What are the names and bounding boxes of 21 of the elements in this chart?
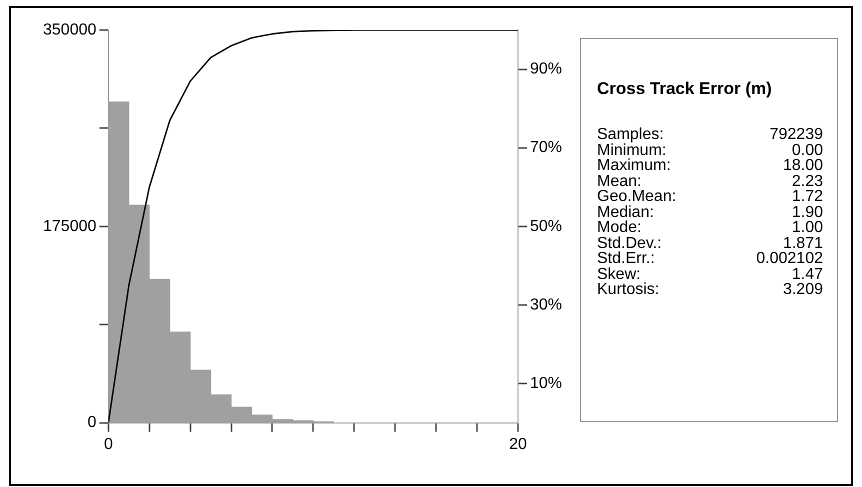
y2-tick-label: 70% [530,139,562,156]
y2-tick-label: 30% [530,296,562,314]
text: Geo.Mean: 1.72 [597,188,823,205]
y2-tick-label: 10% [530,374,562,392]
text: Maximum: 18.00 [597,157,823,174]
text: Cross Track Error (m) [597,79,773,99]
text: Mode: 1.00 [597,219,823,236]
y2-tick-label: 50% [530,218,562,235]
text: Mean: 2.23 [597,172,823,190]
text: Minimum: 0.00 [597,142,823,158]
x-tick-label: 20 [509,436,527,453]
text: Kurtosis: 3.209 [597,281,823,298]
y-tick-label: 175000 [43,218,96,235]
y2-tick-label: 90% [530,60,562,78]
text: Std.Err.: 0.002102 [597,250,823,267]
text: Median: 1.90 [597,204,823,220]
text: Skew: 1.47 [597,266,823,282]
text: Std.Dev.: 1.871 [597,234,823,252]
y-tick-label: 350000 [43,21,96,38]
y-tick-label: 0 [87,414,96,432]
text: Samples: 792239 [597,126,823,143]
